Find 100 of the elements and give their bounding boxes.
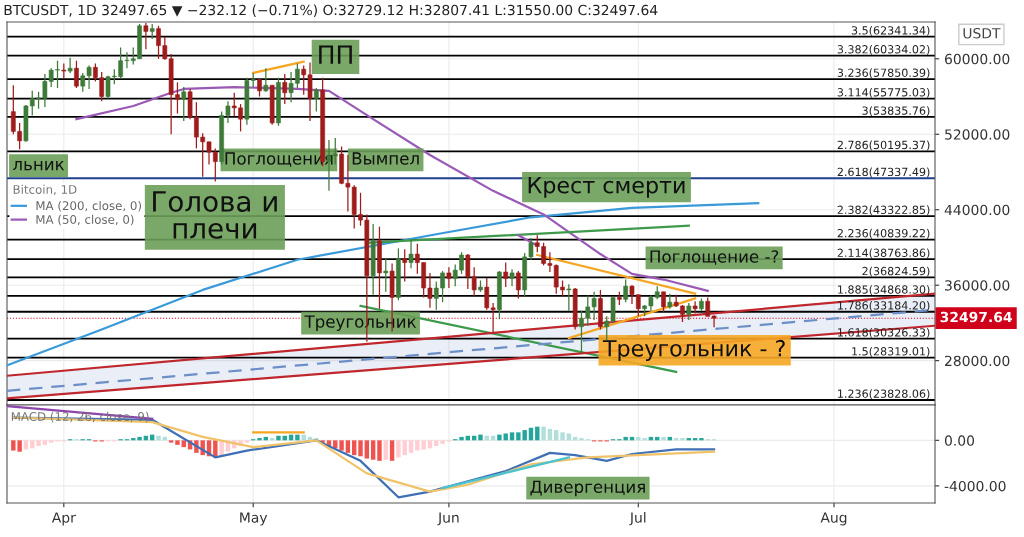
bar <box>389 440 395 461</box>
bar <box>408 440 414 453</box>
annotation: Дивергенция <box>530 480 645 497</box>
bar <box>23 440 29 450</box>
bar <box>566 433 572 441</box>
y-tick-label: 44000.00 <box>944 204 1010 216</box>
bar <box>181 440 186 448</box>
candlestick <box>181 86 187 122</box>
bar <box>295 434 300 441</box>
bar <box>560 432 565 441</box>
bar <box>370 440 376 460</box>
x-tick-label: Apr <box>51 512 76 526</box>
bar <box>478 434 483 441</box>
ref-line-label: 2.786(50195.37) <box>837 140 930 151</box>
bar <box>699 438 704 441</box>
annotation: льник <box>13 161 65 171</box>
bar <box>137 436 142 441</box>
y-tick-label: 60000.00 <box>945 53 1010 65</box>
bar <box>497 434 502 441</box>
chart-title: BTCUSDT, 1D 32497.65 ▼ −232.12 (−0.71%) O:32729.12 H:32807.41 L:31550.00 C:32497.64 <box>4 4 658 17</box>
y-tick-label: -4000.00 <box>944 480 1006 492</box>
candlestick <box>67 57 73 74</box>
y-tick-label: 28000.00 <box>945 355 1010 367</box>
legend-label: MA (50, close, 0) <box>36 214 134 226</box>
bar <box>503 433 508 441</box>
annotation: ПП <box>319 45 352 64</box>
x-tick-label: Jun <box>437 512 459 526</box>
bar <box>459 436 464 441</box>
text: Bitcoin, 1D <box>13 184 77 196</box>
bar <box>42 440 48 445</box>
ref-line-label: 1.885(34868.30) <box>838 285 930 296</box>
annotation: Треугольник - ? <box>602 339 785 361</box>
y-tick-label: 52000.00 <box>945 129 1010 140</box>
bar <box>175 440 180 445</box>
ref-line-label: 1.786(33184.20) <box>838 301 930 311</box>
candlestick <box>282 73 288 105</box>
ref-line-label: 3.382(60334.02) <box>837 44 930 55</box>
bar <box>345 440 351 453</box>
bar <box>579 438 584 441</box>
bar <box>396 440 401 458</box>
bar <box>30 440 35 449</box>
bar <box>427 440 433 449</box>
ref-line-label: 2.382(43322.85) <box>837 205 930 216</box>
bar <box>661 436 666 441</box>
bar <box>434 440 439 447</box>
candlestick <box>692 300 698 315</box>
ref-line-label: 3.236(57850.39) <box>837 68 930 79</box>
candlestick <box>516 270 521 300</box>
ref-line-label: 1.236(23828.06) <box>838 389 930 400</box>
candlestick <box>667 293 673 310</box>
bar <box>383 440 388 460</box>
ref-line-label: 3(53835.76) <box>862 106 930 117</box>
ref-line-label: 2.236(40839.22) <box>837 228 930 239</box>
candlestick <box>74 60 79 89</box>
candlestick <box>623 278 628 303</box>
candlestick <box>408 239 414 269</box>
annotation: Вымпел <box>352 152 419 165</box>
bar <box>301 434 306 441</box>
candlestick <box>314 87 319 113</box>
bar <box>257 438 262 441</box>
ref-line-label: 2(36824.59) <box>862 266 930 277</box>
candlestick <box>383 258 389 293</box>
candlestick <box>661 291 666 314</box>
candlestick <box>509 268 515 287</box>
bar <box>402 440 407 456</box>
x-tick-label: Jul <box>629 512 646 526</box>
bar <box>339 440 344 451</box>
bar <box>352 440 357 456</box>
bar <box>440 440 445 444</box>
x-tick-label: Aug <box>820 512 847 526</box>
ref-line-label: 3.114(55775.03) <box>837 87 930 98</box>
candlestick <box>446 266 452 289</box>
bar <box>509 432 515 441</box>
bar <box>364 440 370 459</box>
candlestick <box>263 67 269 93</box>
bar <box>156 435 161 441</box>
bar <box>358 440 363 457</box>
ref-line-label: 32497.64 <box>940 311 1012 323</box>
y-tick-label: 36000.00 <box>945 280 1010 291</box>
annotation: Голова и плечи <box>153 191 277 239</box>
ref-line-label: 2.618(47337.49) <box>837 167 930 178</box>
y-axis-title: USDT <box>963 27 1001 39</box>
bar <box>541 426 546 441</box>
annotation: Поглощение -? <box>650 250 779 265</box>
x-tick-label: May <box>240 512 268 526</box>
ref-line-label: 1.618(30326.33) <box>838 327 930 338</box>
bar <box>48 440 54 443</box>
candlestick <box>402 248 408 283</box>
candlestick <box>143 22 149 50</box>
bar <box>36 440 41 447</box>
y-tick-label: 0.00 <box>944 435 975 446</box>
bar <box>244 440 250 443</box>
bar <box>680 438 685 441</box>
ref-line-label: 2.114(38763.86) <box>837 248 930 259</box>
annotation: Крест смерти <box>528 177 685 198</box>
candlestick <box>503 261 509 288</box>
ref-line-label: 3.5(62341.34) <box>851 25 930 36</box>
ref-line-label: 1.5(28319.01) <box>852 346 930 357</box>
bar <box>276 435 281 441</box>
candlestick <box>566 283 572 312</box>
